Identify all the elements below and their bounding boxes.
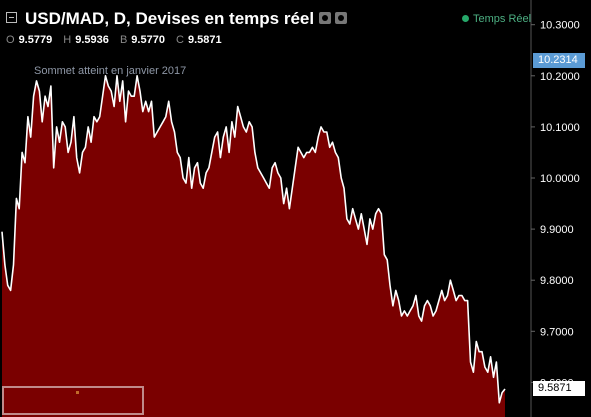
ohlc-open-value: 9.5779 [18, 34, 53, 46]
price-area-fill [2, 75, 505, 417]
symbol-title[interactable]: USD/MAD, D, Devises en temps réel [25, 9, 328, 29]
y-tick-label: 9.7000 [540, 326, 574, 338]
last-price-badge: 9.5871 [533, 380, 585, 396]
ohlc-open-key: O [6, 34, 15, 46]
realtime-status: Temps Réel [462, 13, 531, 25]
gear-icon[interactable] [335, 12, 347, 24]
y-tick-label: 10.1000 [540, 122, 580, 134]
y-tick-label: 10.2000 [540, 71, 580, 83]
y-tick-label: 10.0000 [540, 173, 580, 185]
navigator-marker [76, 391, 79, 394]
y-tick-label: 9.8000 [540, 275, 574, 287]
chart-annotation: Sommet atteint en janvier 2017 [34, 65, 187, 77]
y-tick-label: 10.3000 [540, 20, 580, 32]
realtime-label: Temps Réel [473, 13, 532, 25]
chart-header: USD/MAD, D, Devises en temps réel Temps … [0, 0, 532, 50]
ohlc-high-value: 9.5936 [75, 34, 109, 46]
eye-icon[interactable] [319, 12, 331, 24]
realtime-dot-icon [462, 15, 469, 22]
ohlc-high-key: H [63, 34, 72, 46]
symbol-title-text: USD/MAD, D, Devises en temps réel [25, 9, 315, 28]
price-scale-background [531, 0, 591, 417]
current-price-badge: 10.2314 [533, 52, 585, 68]
navigator-scrollbar[interactable] [2, 386, 144, 415]
collapse-legend-button[interactable] [6, 12, 17, 23]
y-tick-label: 9.9000 [540, 224, 574, 236]
price-line [1, 75, 506, 404]
ohlc-close-key: C [176, 34, 184, 46]
ohlc-values: O 9.5779 H 9.5936 B 9.5770 C 9.5871 [6, 34, 230, 46]
ohlc-low-value: 9.5770 [131, 34, 165, 46]
ohlc-close-value: 9.5871 [187, 34, 222, 46]
ohlc-low-key: B [119, 34, 128, 46]
